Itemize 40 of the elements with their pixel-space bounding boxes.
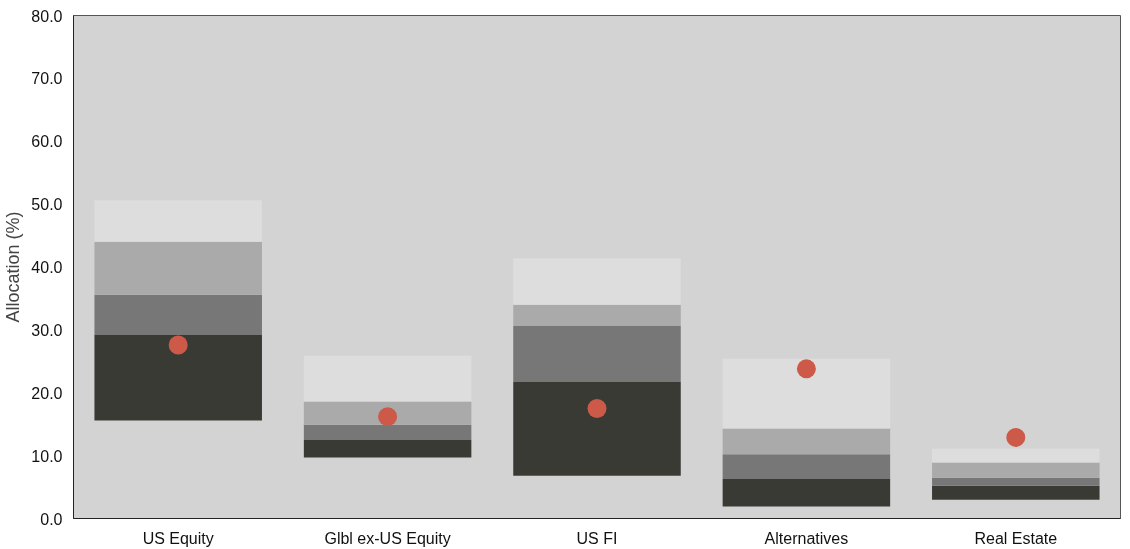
bar: [513, 382, 681, 476]
x-tick-label: Alternatives: [764, 529, 849, 547]
y-tick-label: 30.0: [31, 321, 63, 339]
y-tick-label: 20.0: [31, 384, 63, 402]
bar: [94, 200, 262, 242]
x-tick-label: US Equity: [142, 529, 214, 547]
point: [168, 335, 188, 355]
bar: [932, 477, 1100, 486]
point: [378, 407, 398, 427]
x-tick-label: US FI: [576, 529, 618, 547]
y-tick-label: 0.0: [40, 510, 63, 528]
y-tick-label: 80.0: [31, 7, 63, 25]
y-tick-label: 40.0: [31, 259, 63, 276]
point: [796, 359, 816, 379]
x-tick-label: Glbl ex-US Equity: [324, 529, 451, 547]
x-tick-label: Real Estate: [974, 529, 1058, 547]
bar: [513, 304, 681, 327]
bar: [303, 424, 472, 440]
bar: [722, 478, 891, 507]
bar: [722, 428, 891, 455]
y-axis-title: Allocation (%): [3, 211, 24, 323]
y-tick-label: 50.0: [31, 196, 63, 214]
bar: [303, 401, 472, 425]
bar: [722, 454, 891, 479]
bar: [303, 355, 472, 402]
bar: [932, 448, 1100, 463]
bar: [932, 485, 1100, 500]
point: [1006, 427, 1026, 447]
bar: [722, 358, 891, 429]
bar: [94, 241, 262, 295]
y-tick-label: 70.0: [31, 70, 63, 88]
bar: [94, 294, 262, 335]
y-tick-label: 60.0: [31, 133, 63, 151]
bar: [303, 439, 472, 458]
bar: [513, 258, 681, 305]
point: [587, 398, 607, 418]
bar: [94, 334, 262, 421]
bar: [513, 326, 681, 383]
y-tick-label: 10.0: [31, 447, 63, 465]
bar: [932, 462, 1100, 478]
